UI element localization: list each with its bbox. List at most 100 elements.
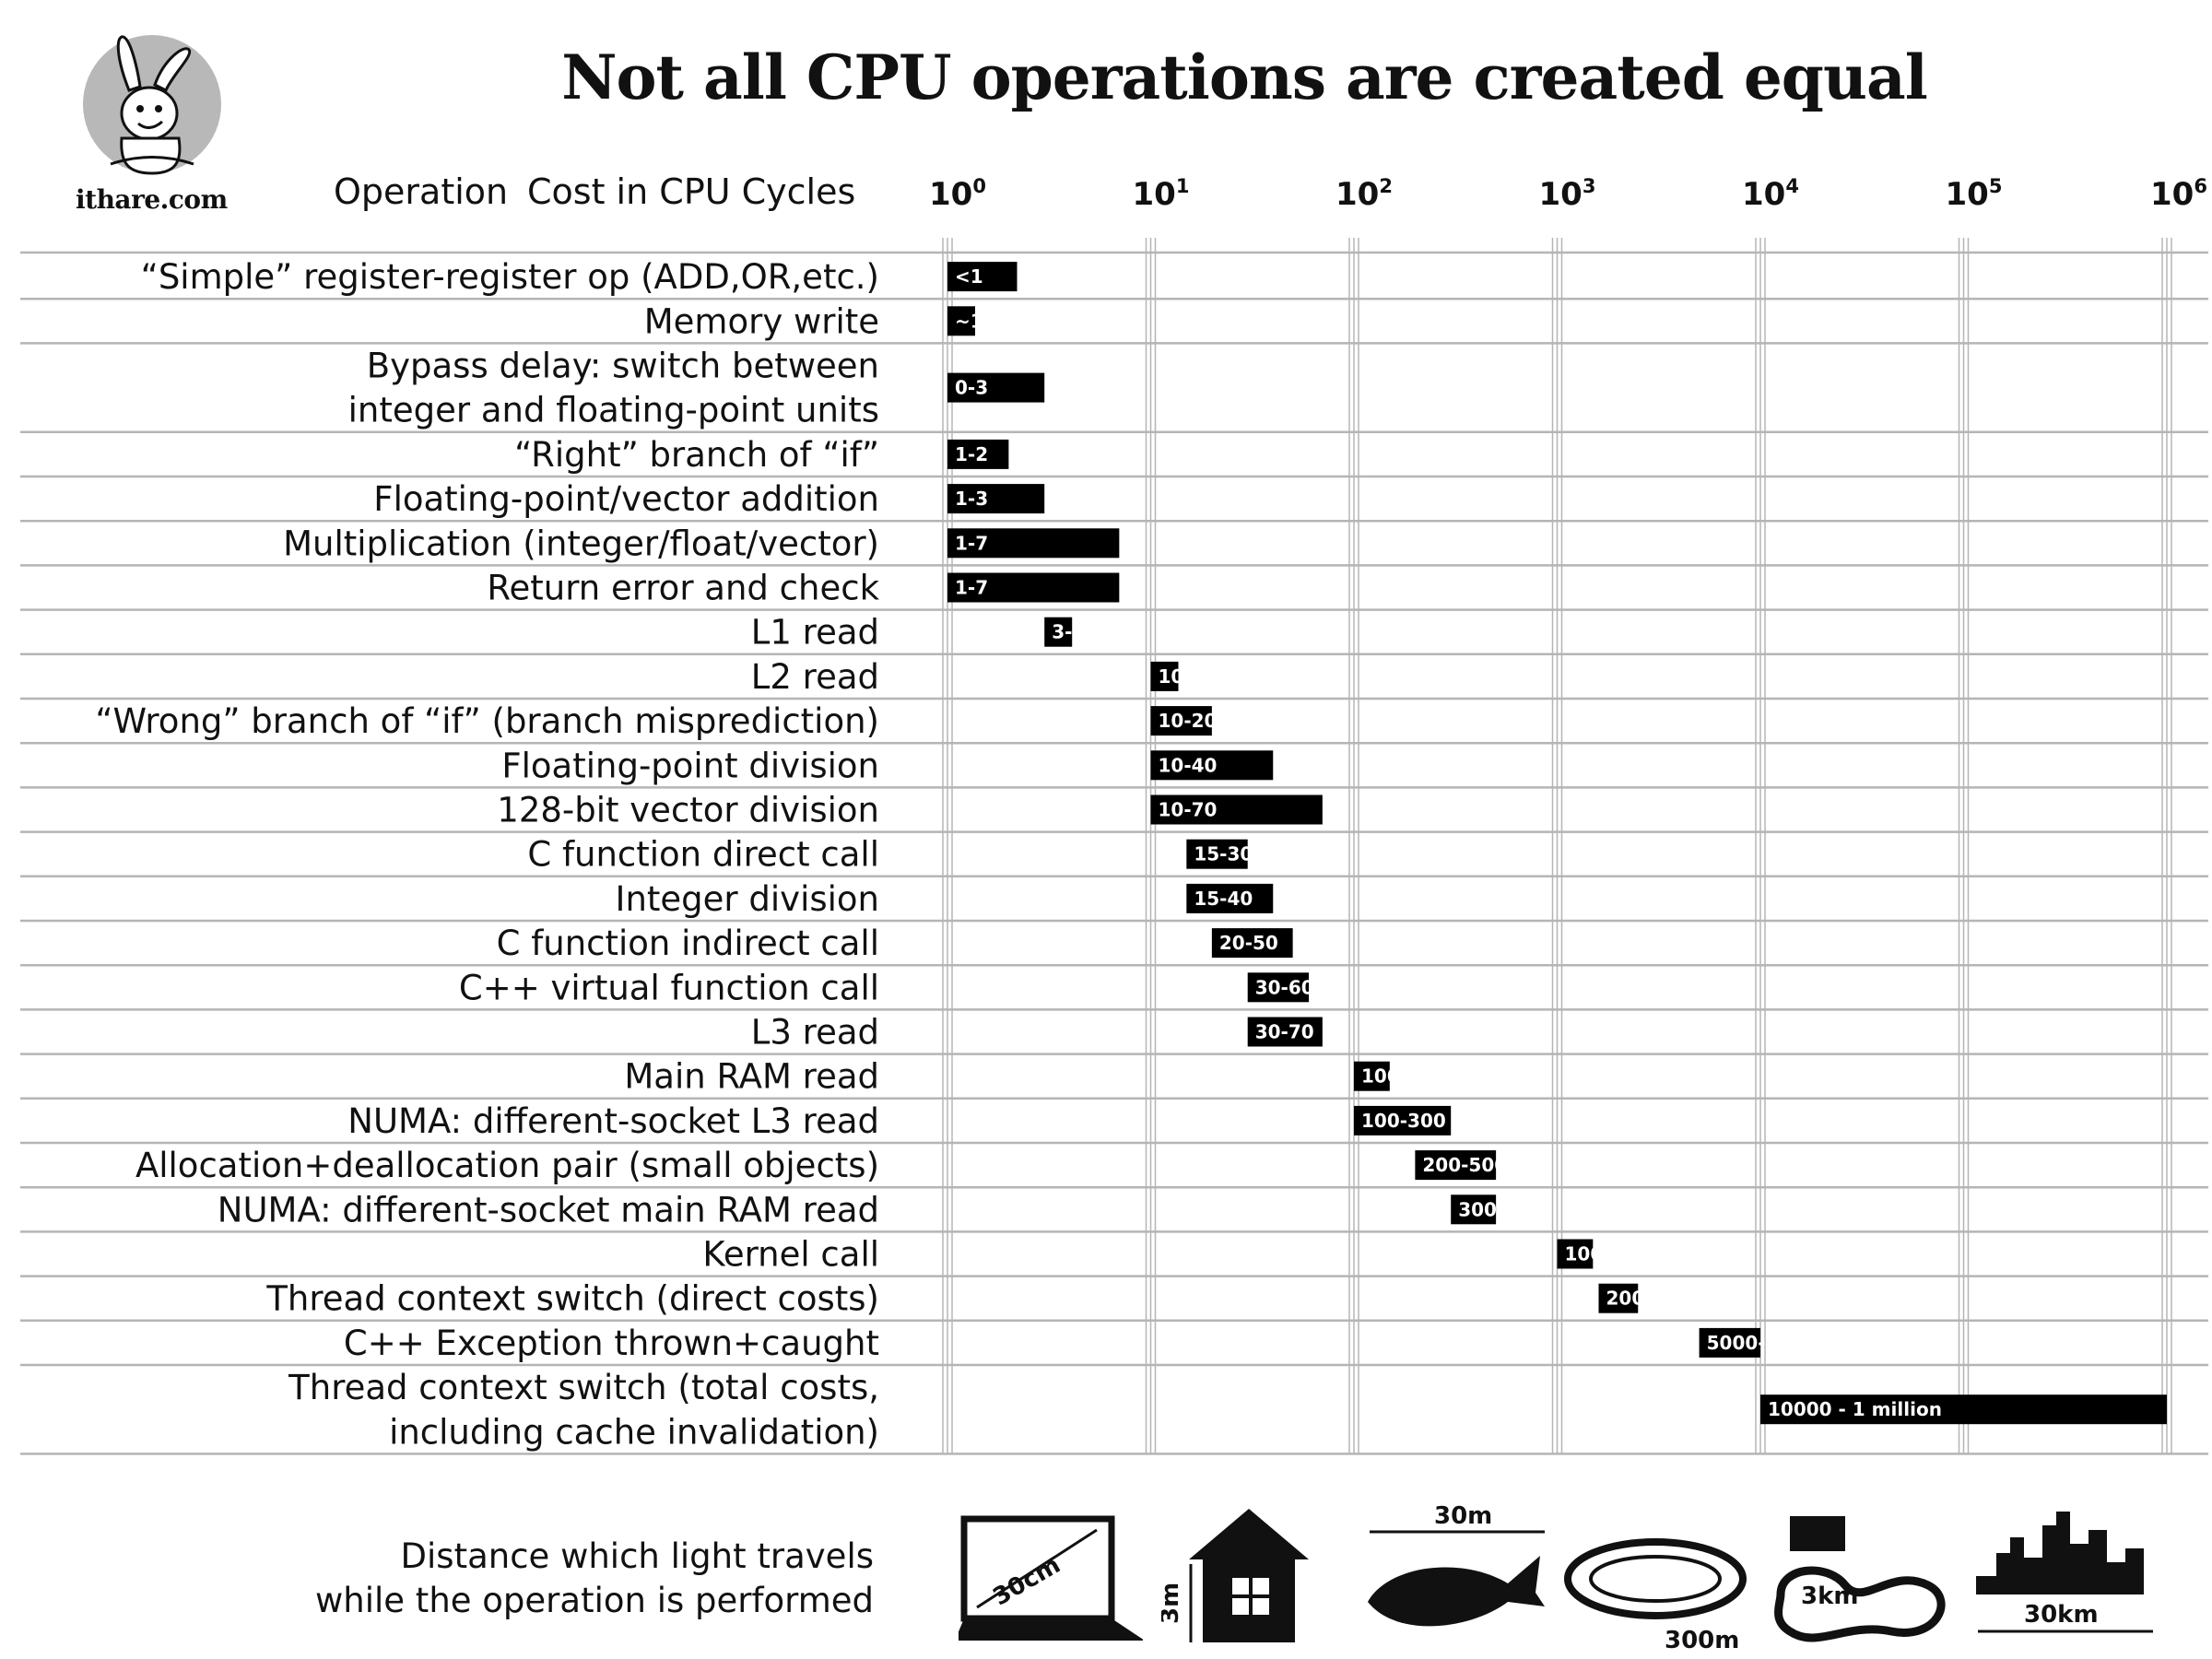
- cost-bar-label: 200-500: [1422, 1154, 1507, 1176]
- cost-bar: [947, 572, 1120, 603]
- tick-base: 10: [2150, 176, 2194, 213]
- x-tick-label: 102: [1335, 175, 1393, 213]
- race-track-distance-label: 3km: [1801, 1583, 1858, 1610]
- cost-bar: [1354, 1061, 1390, 1091]
- operation-label: “Simple” register-register op (ADD,OR,et…: [141, 257, 879, 297]
- operation-label: Return error and check: [487, 569, 879, 608]
- operation-label: C function indirect call: [497, 924, 879, 963]
- cost-bar: [1354, 1105, 1452, 1135]
- tick-exponent: 0: [972, 175, 986, 197]
- operation-label: Floating-point division: [501, 746, 879, 785]
- x-tick-label: 101: [1133, 175, 1190, 213]
- cost-bar-label: 10-20: [1159, 710, 1218, 732]
- cost-bar: [947, 528, 1120, 559]
- cost-bar-label: 1-3: [955, 488, 988, 510]
- tick-base: 10: [1539, 176, 1583, 213]
- cost-bar: [947, 484, 1045, 514]
- cost-bar: [1415, 1150, 1497, 1181]
- cost-bar-label: ~1: [955, 310, 983, 332]
- cost-bar-label: 1-7: [955, 532, 988, 554]
- operation-label: Memory write: [644, 301, 879, 341]
- x-tick-label: 104: [1742, 175, 1799, 213]
- stadium-icon: 300m: [1564, 1538, 1747, 1654]
- cost-bar: [947, 372, 1045, 403]
- operation-label: integer and floating-point units: [348, 391, 879, 430]
- whale-distance-label: 30m: [1434, 1502, 1492, 1530]
- cost-bar: [1186, 839, 1248, 869]
- tick-exponent: 2: [1379, 175, 1393, 197]
- x-tick-label: 105: [1946, 175, 2003, 213]
- cost-bar-label: 20-50: [1219, 932, 1278, 954]
- x-tick-label: 103: [1539, 175, 1596, 213]
- operation-label: NUMA: different-socket L3 read: [347, 1101, 879, 1141]
- cost-bar: [1150, 706, 1212, 736]
- operation-label: C++ virtual function call: [459, 968, 879, 1007]
- cost-bar-label: 15-30: [1194, 843, 1253, 865]
- light-caption-line: Distance which light travels: [400, 1536, 874, 1576]
- cost-column-header: Cost in CPU Cycles: [527, 171, 856, 212]
- tick-base: 10: [1742, 176, 1785, 213]
- house-distance-label: 3m: [1161, 1583, 1184, 1624]
- operation-label: “Wrong” branch of “if” (branch mispredic…: [95, 701, 879, 741]
- cost-bar: [947, 306, 975, 336]
- cost-bar-label: 0-3: [955, 377, 988, 399]
- cost-bar-label: 30-70: [1255, 1021, 1314, 1043]
- operation-label: Thread context switch (total costs,: [288, 1368, 879, 1407]
- x-tick-label: 100: [929, 175, 986, 213]
- light-caption-line: while the operation is performed: [315, 1581, 874, 1620]
- chart-title: Not all CPU operations are created equal: [561, 41, 1928, 113]
- operation-label: Bypass delay: switch between: [367, 347, 879, 386]
- tick-exponent: 4: [1785, 175, 1799, 197]
- house-icon: 3m: [1161, 1509, 1309, 1642]
- operation-label: L3 read: [751, 1013, 879, 1053]
- tick-base: 10: [1946, 176, 1989, 213]
- cost-bar-label: 1000-1500: [1565, 1243, 1676, 1265]
- cost-bar-label: 10-12: [1159, 665, 1218, 688]
- laptop-icon: 30cm: [959, 1515, 1143, 1641]
- tick-base: 10: [1133, 176, 1176, 213]
- cost-bar: [947, 262, 1018, 292]
- cost-bar: [1044, 617, 1073, 647]
- cost-bar: [947, 439, 1009, 469]
- city-distance-label: 30km: [2024, 1601, 2099, 1629]
- cost-bar: [1247, 1017, 1323, 1047]
- operation-label: C function direct call: [527, 835, 879, 875]
- cost-bar-label: 100-300: [1361, 1110, 1446, 1132]
- tick-exponent: 3: [1583, 175, 1596, 197]
- cpu-cost-chart: 100 101 102 103 104 105 106“Simple” register-r…: [20, 175, 2208, 1455]
- operation-label: “Right” branch of “if”: [514, 435, 879, 475]
- cost-bar: [1557, 1239, 1594, 1269]
- operation-label: L2 read: [751, 657, 879, 697]
- cost-bar-label: 2000: [1606, 1288, 1658, 1310]
- cost-bar-label: 300-500: [1458, 1198, 1543, 1220]
- operation-label: 128-bit vector division: [497, 791, 879, 830]
- operation-label: Integer division: [616, 879, 879, 919]
- tick-base: 10: [929, 176, 972, 213]
- city-icon: 30km: [1976, 1512, 2153, 1633]
- cost-bar: [1760, 1394, 2167, 1425]
- cost-bar: [1150, 750, 1274, 781]
- operation-label: C++ Exception thrown+caught: [344, 1324, 879, 1363]
- cost-bar-label: 1-7: [955, 577, 988, 599]
- operation-label: L1 read: [751, 613, 879, 653]
- cost-bar-label: <1: [955, 265, 983, 288]
- tick-exponent: 6: [2194, 175, 2207, 197]
- cost-bar-label: 3-4: [1052, 621, 1085, 643]
- operation-column-header: Operation: [334, 171, 509, 212]
- light-distance-caption: Distance which light travels while the o…: [295, 1535, 874, 1623]
- cost-bar: [1451, 1194, 1497, 1225]
- cost-bar-label: 100-150: [1361, 1065, 1446, 1088]
- operation-label: Floating-point/vector addition: [373, 479, 879, 519]
- cost-bar-label: 5000-10000: [1707, 1332, 1830, 1354]
- tick-base: 10: [1335, 176, 1379, 213]
- whale-icon: 30m: [1368, 1502, 1545, 1627]
- operation-label: Main RAM read: [624, 1057, 879, 1097]
- operation-label: Thread context switch (direct costs): [265, 1279, 879, 1319]
- operation-label: NUMA: different-socket main RAM read: [218, 1190, 879, 1230]
- rabbit-logo-icon: [83, 35, 221, 175]
- cost-bar: [1247, 972, 1310, 1003]
- cost-bar-label: 10-70: [1159, 799, 1218, 821]
- cost-bar-label: 10000 - 1 million: [1768, 1398, 1942, 1420]
- x-tick-label: 106: [2150, 175, 2207, 213]
- operation-label: including cache invalidation): [389, 1412, 879, 1452]
